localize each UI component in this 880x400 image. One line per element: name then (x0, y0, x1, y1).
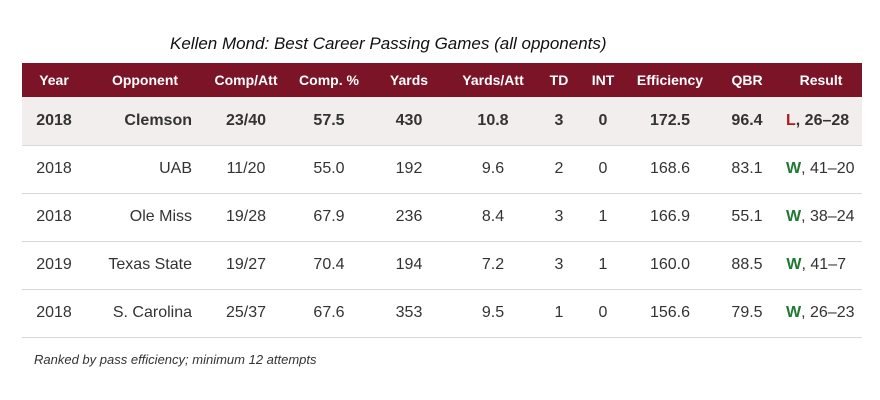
cell-result: L, 26–28 (780, 97, 862, 145)
table-row: 2018 S. Carolina 25/37 67.6 353 9.5 1 0 156.6 79.… (22, 289, 862, 337)
table-row: 2018 Ole Miss 19/28 67.9 236 8.4 3 1 166.9 55.1 W,… (22, 193, 862, 241)
cell-yards-att: 8.4 (481, 208, 505, 225)
cell-td: 3 (554, 256, 564, 273)
cell-comp-pct: 70.4 (313, 256, 345, 273)
cell-qbr: 79.5 (731, 304, 763, 321)
cell-opponent: Texas State (108, 256, 192, 273)
column-header-yards-att: Yards/Att (462, 72, 524, 88)
result-letter: W (786, 304, 802, 321)
cell-yards: 236 (395, 208, 423, 225)
cell-int: 0 (598, 111, 608, 129)
cell-yards-att: 10.8 (477, 111, 509, 129)
cell-result: W, 41–7 (780, 241, 862, 289)
cell-int: 1 (598, 208, 608, 225)
cell-year: 2018 (36, 160, 72, 177)
table-row: 2018 UAB 11/20 55.0 192 9.6 2 0 168.6 83.1 W, 41–2… (22, 145, 862, 193)
column-header-comp: Comp. % (299, 72, 359, 88)
cell-opponent: UAB (159, 160, 192, 177)
cell-td: 3 (554, 111, 564, 129)
column-header-yards: Yards (389, 72, 429, 88)
cell-comp-pct: 67.6 (313, 304, 345, 321)
cell-yards-att: 9.5 (481, 304, 505, 321)
result-score: , 26–28 (795, 111, 850, 129)
cell-opponent: Clemson (124, 111, 192, 129)
footnote: Ranked by pass efficiency; minimum 12 at… (34, 352, 317, 367)
column-header-opponent: Opponent (111, 72, 179, 88)
cell-qbr: 88.5 (731, 256, 763, 273)
cell-year: 2018 (36, 111, 72, 129)
cell-td: 1 (554, 304, 564, 321)
cell-yards: 430 (395, 111, 423, 129)
cell-yards: 192 (395, 160, 423, 177)
cell-efficiency: 168.6 (649, 160, 691, 177)
cell-result: W, 26–23 (780, 289, 862, 337)
column-header-result: Result (799, 72, 843, 88)
column-header-int: INT (591, 72, 615, 88)
cell-year: 2018 (36, 208, 72, 225)
cell-efficiency: 160.0 (649, 256, 691, 273)
result-score: , 41–20 (801, 160, 855, 177)
cell-qbr: 83.1 (731, 160, 763, 177)
cell-comp-att: 11/20 (226, 160, 266, 177)
cell-comp-pct: 55.0 (313, 160, 345, 177)
cell-opponent: Ole Miss (129, 208, 192, 225)
cell-year: 2019 (36, 256, 72, 273)
result-letter: L (786, 111, 796, 129)
cell-int: 0 (598, 160, 608, 177)
passing-games-table: Year Opponent Comp/Att Comp. % Yards Yards/At… (22, 63, 862, 338)
cell-yards-att: 9.6 (481, 160, 505, 177)
column-header-year: Year (39, 72, 69, 88)
table-title: Kellen Mond: Best Career Passing Games (… (170, 34, 607, 53)
column-header-qbr: QBR (731, 72, 763, 88)
column-header-comp-att: Comp/Att (214, 72, 278, 88)
cell-comp-att: 19/28 (225, 208, 267, 225)
table-row: 2018 Clemson 23/40 57.5 430 10.8 3 0 172.5 96.4 L,… (22, 97, 862, 145)
cell-comp-pct: 57.5 (313, 111, 345, 129)
cell-opponent: S. Carolina (112, 304, 192, 321)
cell-int: 0 (598, 304, 608, 321)
result-letter: W (786, 256, 802, 273)
cell-td: 2 (554, 160, 564, 177)
cell-qbr: 55.1 (731, 208, 763, 225)
cell-comp-att: 23/40 (225, 111, 267, 129)
cell-yards: 194 (395, 256, 423, 273)
result-letter: W (786, 160, 802, 177)
cell-result: W, 41–20 (780, 145, 862, 193)
result-score: , 38–24 (801, 208, 855, 225)
cell-comp-pct: 67.9 (313, 208, 345, 225)
table-body: 2018 Clemson 23/40 57.5 430 10.8 3 0 172.5 96.4 L,… (22, 97, 862, 337)
result-score: , 26–23 (801, 304, 855, 321)
column-header-efficiency: Efficiency (636, 72, 704, 88)
cell-year: 2018 (36, 304, 72, 321)
cell-comp-att: 25/37 (225, 304, 267, 321)
table-row: 2019 Texas State 19/27 70.4 194 7.2 3 1 160.0 88.… (22, 241, 862, 289)
cell-result: W, 38–24 (780, 193, 862, 241)
cell-yards-att: 7.2 (481, 256, 505, 273)
result-score: , 41–7 (801, 256, 846, 273)
cell-int: 1 (598, 256, 608, 273)
cell-comp-att: 19/27 (225, 256, 267, 273)
header-row: Year Opponent Comp/Att Comp. % Yards Yards/At… (22, 63, 862, 97)
result-letter: W (786, 208, 802, 225)
cell-yards: 353 (395, 304, 423, 321)
column-header-td: TD (549, 72, 569, 88)
cell-td: 3 (554, 208, 564, 225)
cell-efficiency: 166.9 (649, 208, 691, 225)
cell-efficiency: 172.5 (649, 111, 691, 129)
cell-efficiency: 156.6 (649, 304, 691, 321)
cell-qbr: 96.4 (731, 111, 763, 129)
